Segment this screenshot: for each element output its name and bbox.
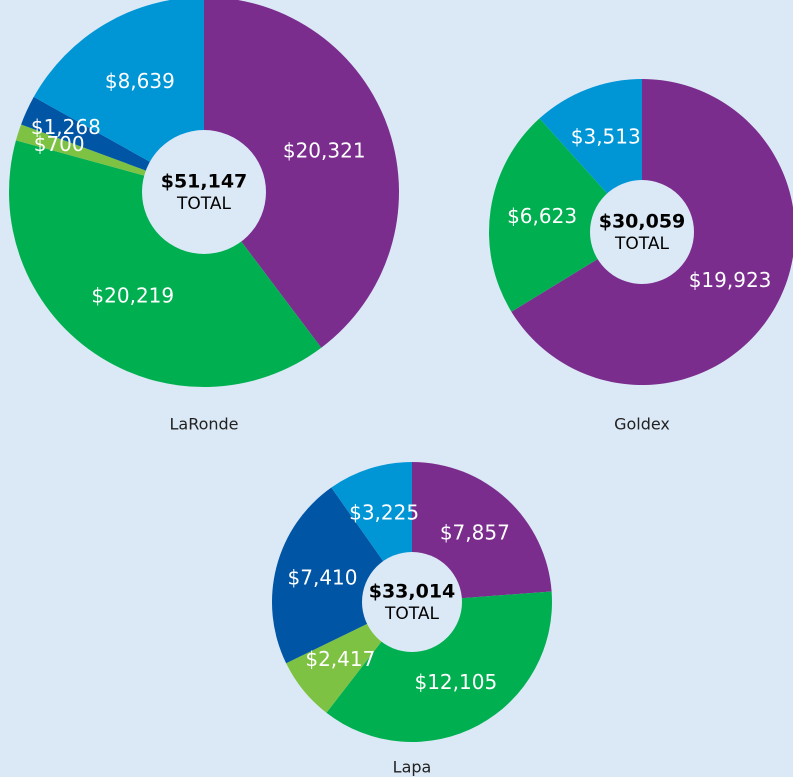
center-hole [142, 130, 266, 254]
center-hole [362, 552, 462, 652]
center-label: $30,059 [599, 211, 686, 233]
center-sublabel: TOTAL [384, 604, 439, 624]
value-label: $2,417 [305, 647, 375, 671]
value-label: $6,623 [507, 204, 577, 228]
center-sublabel: TOTAL [176, 194, 231, 214]
chart-title: Lapa [393, 758, 432, 777]
center-label: $33,014 [369, 581, 456, 603]
value-label: $3,513 [571, 124, 641, 148]
pie-slice [33, 0, 204, 192]
pie-slice [271, 487, 412, 664]
value-label: $3,225 [349, 500, 419, 524]
center-label: $51,147 [161, 171, 248, 193]
value-label: $8,639 [105, 69, 175, 93]
value-label: $7,857 [440, 521, 510, 545]
pie-slice [488, 118, 642, 312]
value-label: $700 [34, 132, 85, 156]
center-hole [590, 180, 694, 284]
chart-title: LaRonde [169, 415, 238, 434]
value-label: $20,321 [283, 138, 366, 162]
pie-slice [9, 140, 322, 387]
value-label: $12,105 [414, 670, 497, 694]
value-label: $19,923 [689, 268, 772, 292]
center-sublabel: TOTAL [614, 234, 669, 254]
value-label: $1,268 [31, 115, 101, 139]
value-label: $20,219 [91, 283, 174, 307]
chart-title: Goldex [614, 415, 670, 434]
pie-slice [326, 591, 552, 742]
value-label: $7,410 [288, 565, 358, 589]
pie-slice [204, 0, 399, 348]
